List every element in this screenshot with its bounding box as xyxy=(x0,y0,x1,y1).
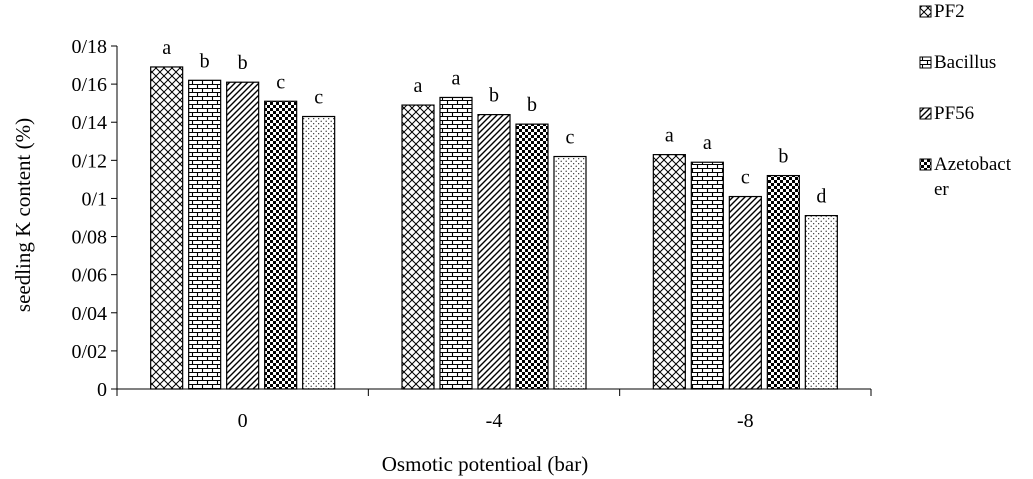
significance-letter: a xyxy=(414,75,423,97)
significance-letter: b xyxy=(238,52,248,74)
significance-letter: a xyxy=(162,37,171,59)
bar xyxy=(804,214,838,390)
significance-letter: b xyxy=(200,50,210,72)
bar xyxy=(264,100,298,390)
bar xyxy=(302,115,336,390)
y-tick-label: 0 xyxy=(97,379,107,401)
x-tick-label: 0 xyxy=(238,410,248,432)
legend-item: PF2 xyxy=(919,1,965,22)
bar xyxy=(766,174,800,390)
y-tick-label: 0/14 xyxy=(71,112,107,134)
legend-item: Bacillus xyxy=(919,52,996,73)
legend-swatch xyxy=(919,56,932,69)
y-axis: 0 0/02 0/04 0/06 0/08 0/1 0/12 0/14 0/16 0/18 xyxy=(71,36,118,401)
y-tick-label: 0/08 xyxy=(71,227,107,249)
significance-letter: b xyxy=(527,94,537,116)
significance-letter: a xyxy=(452,67,461,89)
bar xyxy=(515,123,549,390)
legend-label: Azetobact xyxy=(934,154,1012,175)
significance-letter: b xyxy=(489,85,499,107)
significance-letter: a xyxy=(665,125,674,147)
significance-letter: b xyxy=(778,146,788,168)
y-tick-label: 0/1 xyxy=(81,188,107,210)
legend-item: Azetobact er xyxy=(919,154,1012,200)
legend-item: PF56 xyxy=(919,103,974,124)
y-tick-label: 0/02 xyxy=(71,341,107,363)
significance-letter: d xyxy=(816,186,826,208)
bars-group xyxy=(150,66,838,390)
y-tick-label: 0/18 xyxy=(71,36,107,58)
legend: PF2 Bacillus PF56 Azetobact er xyxy=(919,1,1012,200)
x-tick-label: -4 xyxy=(486,410,503,432)
legend-label: er xyxy=(934,179,949,200)
significance-letter: c xyxy=(566,127,575,149)
y-axis-title: seedling K content (%) xyxy=(11,118,35,312)
y-tick-label: 0/12 xyxy=(71,150,107,172)
legend-label: PF56 xyxy=(934,103,974,124)
bar xyxy=(226,81,260,390)
legend-label: Bacillus xyxy=(934,52,996,73)
bar xyxy=(690,161,724,390)
legend-swatch xyxy=(919,5,932,18)
significance-letter: a xyxy=(703,132,712,154)
legend-swatch xyxy=(919,107,932,120)
y-tick-label: 0/16 xyxy=(71,74,107,96)
bar xyxy=(188,79,222,390)
y-tick-label: 0/06 xyxy=(71,265,107,287)
x-axis-title: Osmotic potentioal (bar) xyxy=(382,452,588,476)
x-tick-label: -8 xyxy=(737,410,754,432)
bar xyxy=(401,104,435,390)
significance-letter: c xyxy=(314,87,323,109)
significance-letters-group: a b b c c a a b b c a a c b d xyxy=(162,37,826,208)
significance-letter: c xyxy=(276,71,285,93)
significance-letter: c xyxy=(741,167,750,189)
legend-label: PF2 xyxy=(934,1,965,22)
y-tick-label: 0/04 xyxy=(71,303,107,325)
legend-swatch xyxy=(919,158,932,171)
bar xyxy=(477,113,511,390)
x-axis: 0 -4 -8 xyxy=(116,388,872,432)
bar xyxy=(652,154,686,390)
bar xyxy=(439,96,473,390)
bar xyxy=(728,195,762,390)
bar xyxy=(150,66,184,390)
bar xyxy=(553,155,587,390)
